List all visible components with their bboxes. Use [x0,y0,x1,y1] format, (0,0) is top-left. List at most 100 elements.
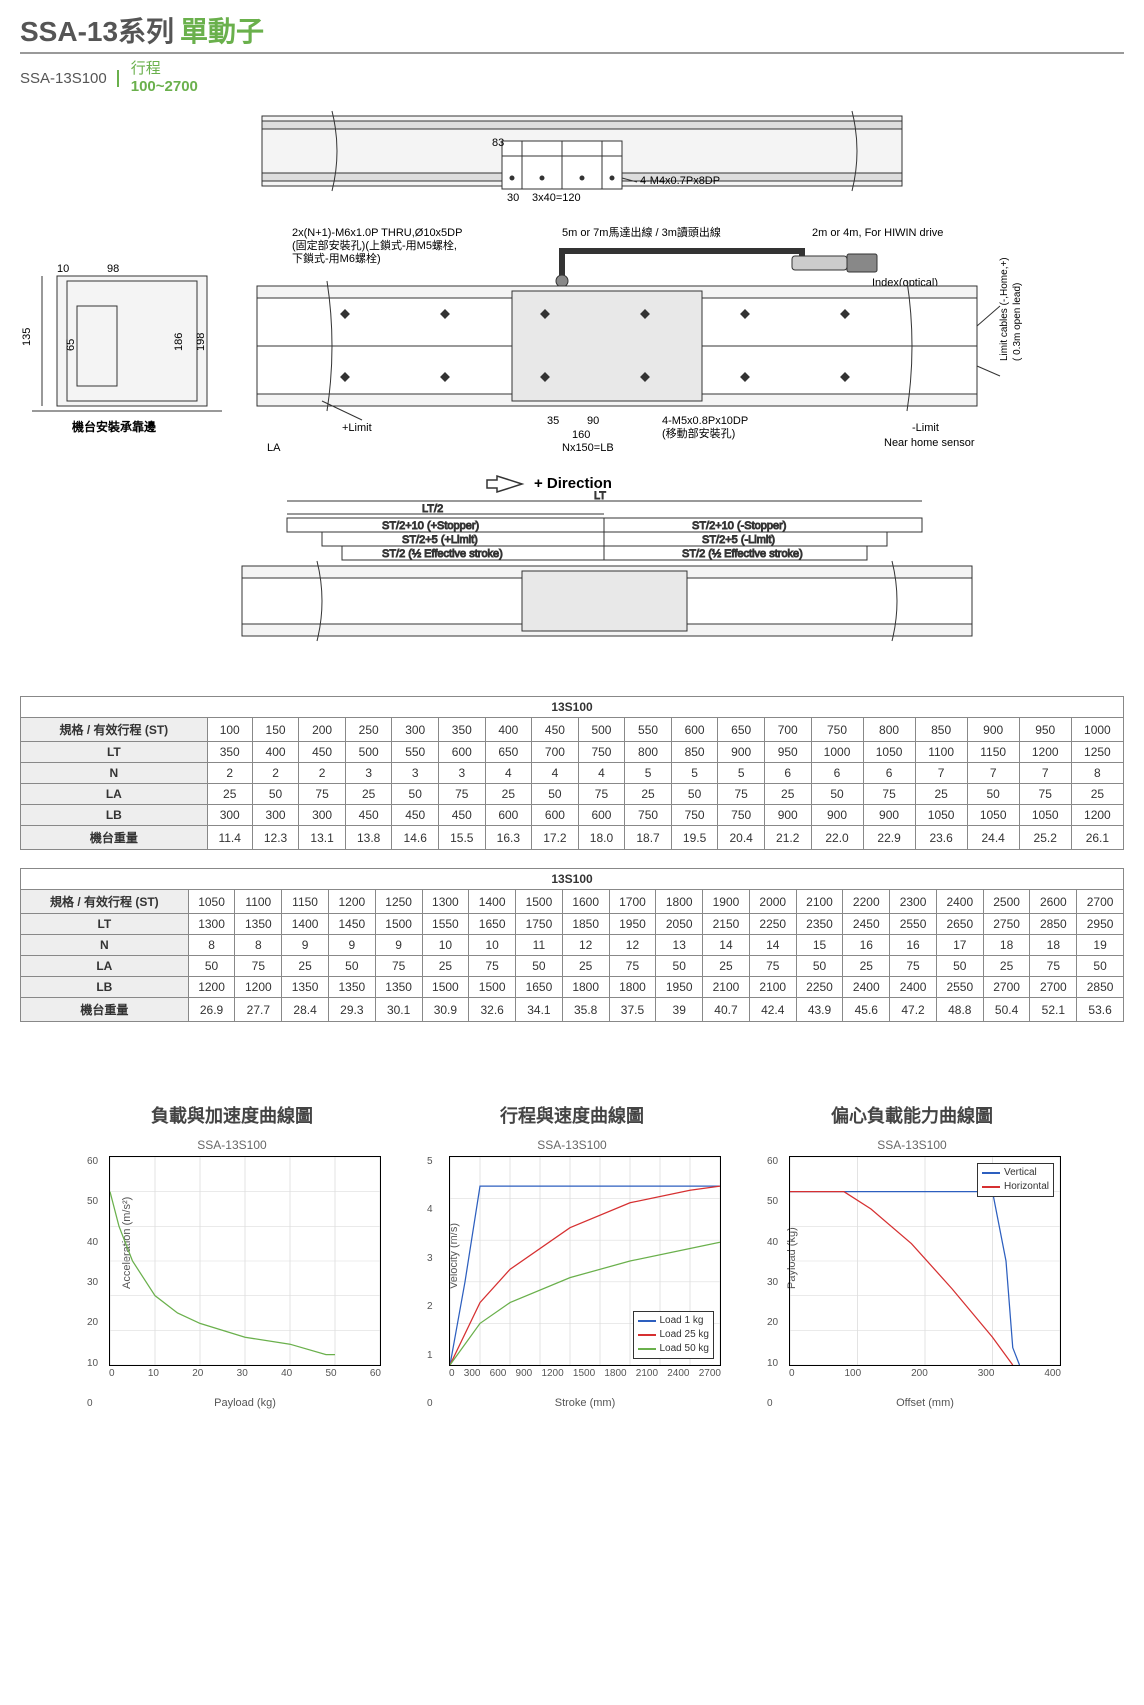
table-cell: 2100 [749,977,796,998]
subtitle: 單動子 [180,10,264,50]
col-header: 2500 [983,890,1030,914]
table-cell: 600 [485,805,532,826]
x-tick: 50 [325,1368,336,1379]
col-header: 400 [485,718,532,742]
table-cell: 30.9 [422,998,469,1022]
y-tick: 20 [87,1317,98,1328]
table-cell: 50.4 [983,998,1030,1022]
table-cell: 1050 [967,805,1019,826]
table-cell: 17.2 [532,826,579,850]
table-cell: 6 [811,763,863,784]
table-cell: 1550 [422,914,469,935]
x-axis-label: Offset (mm) [789,1397,1061,1409]
table-cell: 52.1 [1030,998,1077,1022]
table-cell: 23.6 [915,826,967,850]
table-cell: 900 [718,742,765,763]
col-header: 100 [207,718,252,742]
table-cell: 50 [532,784,579,805]
chart-frame: VerticalHorizontal [789,1156,1061,1366]
table-title: 13S100 [21,697,1124,718]
drawing-svg: 83 30 3x40=120 4-M4x0.7Px8DP 2x(N+1)-M6x… [20,106,1124,666]
svg-text:4-M4x0.7Px8DP: 4-M4x0.7Px8DP [640,175,720,187]
table-cell: 4 [532,763,579,784]
svg-text:(固定部安裝孔)(上鎖式-用M5螺栓,: (固定部安裝孔)(上鎖式-用M5螺栓, [292,238,457,252]
svg-text:下鎖式-用M6螺栓): 下鎖式-用M6螺栓) [292,251,381,265]
chart-frame [109,1156,381,1366]
table-cell: 35.8 [562,998,609,1022]
y-tick: 40 [87,1237,98,1248]
table-cell: 75 [439,784,486,805]
table-cell: 4 [578,763,625,784]
col-header: 2400 [936,890,983,914]
legend-item: Load 50 kg [638,1342,710,1356]
table-cell: 14 [703,935,750,956]
table-cell: 2700 [983,977,1030,998]
y-tick: 4 [427,1204,433,1215]
col-header: 700 [764,718,811,742]
spec-label-text: 行程 [131,60,161,77]
x-ticks: 0100200300400 [789,1366,1061,1379]
svg-text:Limit cables (-,Home,+): Limit cables (-,Home,+) [999,257,1010,361]
legend-item: Load 1 kg [638,1314,710,1328]
col-header: 850 [915,718,967,742]
spec-block: 行程 100~2700 [131,60,198,96]
svg-text:10: 10 [57,263,69,275]
chart-title: 偏心負載能力曲線圖 [757,1102,1067,1128]
table-cell: 7 [915,763,967,784]
y-tick: 30 [87,1277,98,1288]
table-cell: 18.0 [578,826,625,850]
table-cell: 25 [207,784,252,805]
table-cell: 45.6 [843,998,890,1022]
table-cell: 1500 [375,914,422,935]
col-header: 300 [392,718,439,742]
table-cell: 1650 [516,977,563,998]
svg-text:+Limit: +Limit [342,422,372,434]
table-cell: 1200 [1071,805,1123,826]
row-header: 規格 / 有效行程 (ST) [21,890,189,914]
table-cell: 2150 [703,914,750,935]
table-cell: 1800 [609,977,656,998]
table-cell: 1500 [469,977,516,998]
table-cell: 16 [843,935,890,956]
table-cell: 1650 [469,914,516,935]
table-cell: 1450 [328,914,375,935]
y-tick: 0 [427,1398,433,1409]
table-cell: 450 [439,805,486,826]
table-cell: 75 [749,956,796,977]
table-cell: 50 [936,956,983,977]
table-cell: 13 [656,935,703,956]
row-header: 規格 / 有效行程 (ST) [21,718,208,742]
col-header: 650 [718,718,765,742]
svg-text:LA: LA [267,442,281,454]
spec-value: 100~2700 [131,78,198,95]
legend-label: Vertical [1004,1166,1037,1180]
table-cell: 75 [235,956,282,977]
table-cell: 1050 [1019,805,1071,826]
table-cell: 34.1 [516,998,563,1022]
table-cell: 9 [328,935,375,956]
col-header: 1500 [516,890,563,914]
table-cell: 800 [625,742,672,763]
svg-text:35: 35 [547,415,559,427]
table-cell: 75 [609,956,656,977]
col-header: 1100 [235,890,282,914]
x-ticks: 0300600900120015001800210024002700 [449,1366,721,1379]
col-header: 250 [345,718,392,742]
table-cell: 75 [718,784,765,805]
svg-text:160: 160 [572,429,590,441]
y-tick: 50 [87,1196,98,1207]
x-tick: 1800 [604,1368,626,1379]
table-cell: 1950 [656,977,703,998]
svg-text:ST/2 (½ Effective stroke): ST/2 (½ Effective stroke) [682,548,803,560]
col-header: 2000 [749,890,796,914]
row-header: 機台重量 [21,998,189,1022]
table-cell: 350 [207,742,252,763]
table-cell: 9 [375,935,422,956]
svg-text:90: 90 [587,415,599,427]
svg-text:186: 186 [173,333,185,351]
table-cell: 2400 [843,977,890,998]
table-cell: 300 [299,805,346,826]
x-tick: 2100 [636,1368,658,1379]
chart-stroke-velocity: 行程與速度曲線圖 SSA-13S100 Velocity (m/s) 01234… [417,1102,727,1409]
table-cell: 300 [252,805,299,826]
